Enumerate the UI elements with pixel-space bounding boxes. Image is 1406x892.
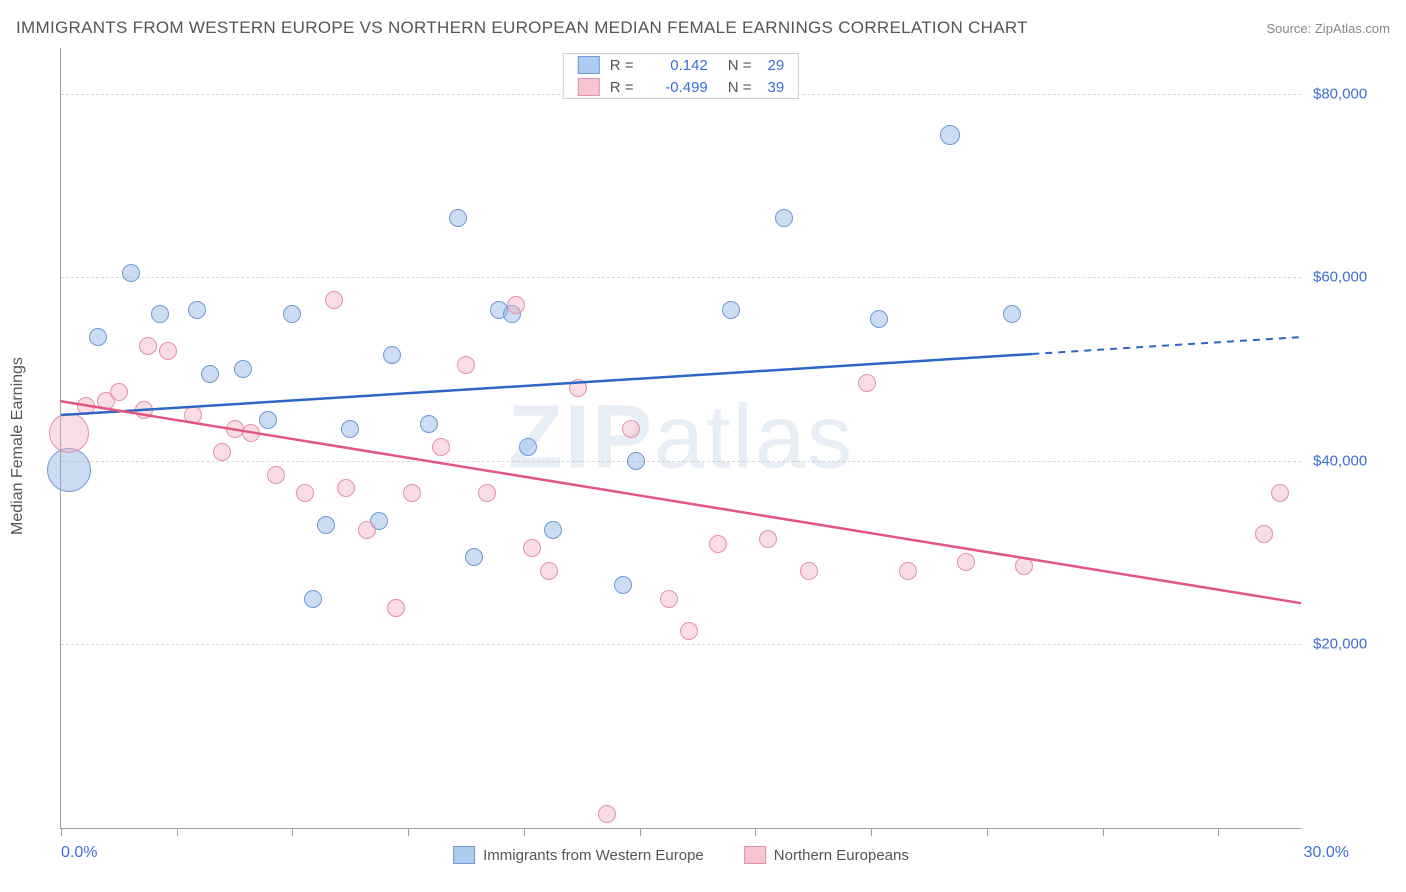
legend-swatch <box>744 846 766 864</box>
chart-container: IMMIGRANTS FROM WESTERN EUROPE VS NORTHE… <box>0 0 1406 892</box>
series-legend: Immigrants from Western Europe Northern E… <box>453 846 909 864</box>
plot-area: ZIPatlas R =0.142N =29R =-0.499N =39 Imm… <box>60 48 1301 829</box>
x-min-label: 0.0% <box>61 844 97 862</box>
x-tick <box>640 828 641 836</box>
n-label: N = <box>728 79 752 96</box>
x-tick <box>408 828 409 836</box>
x-tick <box>177 828 178 836</box>
n-value: 29 <box>768 57 785 74</box>
legend-row: R = 0.142 N = 29 <box>564 54 798 76</box>
title-bar: IMMIGRANTS FROM WESTERN EUROPE VS NORTHE… <box>16 14 1390 42</box>
x-tick <box>987 828 988 836</box>
legend-label: Northern Europeans <box>774 847 909 864</box>
r-value: -0.499 <box>648 79 708 96</box>
trend-line <box>61 401 1301 603</box>
trend-line-extrapolated <box>1032 337 1301 354</box>
legend-swatch <box>578 78 600 96</box>
x-tick <box>292 828 293 836</box>
y-tick-label: $80,000 <box>1313 85 1393 102</box>
x-tick <box>1103 828 1104 836</box>
legend-label: Immigrants from Western Europe <box>483 847 704 864</box>
legend-row: R = -0.499 N = 39 <box>564 76 798 98</box>
source-attribution: Source: ZipAtlas.com <box>1266 21 1390 36</box>
x-tick <box>871 828 872 836</box>
x-tick <box>524 828 525 836</box>
x-tick <box>61 828 62 836</box>
legend-item: Immigrants from Western Europe <box>453 846 704 864</box>
y-tick-label: $40,000 <box>1313 452 1393 469</box>
x-max-label: 30.0% <box>1304 844 1349 862</box>
n-label: N = <box>728 57 752 74</box>
n-value: 39 <box>768 79 785 96</box>
legend-swatch <box>578 56 600 74</box>
chart-title: IMMIGRANTS FROM WESTERN EUROPE VS NORTHE… <box>16 18 1028 38</box>
source-prefix: Source: <box>1266 21 1314 36</box>
r-label: R = <box>610 79 638 96</box>
x-tick <box>755 828 756 836</box>
legend-item: Northern Europeans <box>744 846 909 864</box>
y-tick-label: $60,000 <box>1313 269 1393 286</box>
y-tick-label: $20,000 <box>1313 636 1393 653</box>
trend-line <box>61 354 1032 415</box>
x-tick <box>1218 828 1219 836</box>
r-value: 0.142 <box>648 57 708 74</box>
correlation-legend: R = 0.142 N = 29 R = -0.499 N = 39 <box>563 53 799 99</box>
r-label: R = <box>610 57 638 74</box>
source-name: ZipAtlas.com <box>1315 21 1390 36</box>
legend-swatch <box>453 846 475 864</box>
y-axis-title: Median Female Earnings <box>9 357 27 535</box>
trend-layer <box>61 48 1301 828</box>
